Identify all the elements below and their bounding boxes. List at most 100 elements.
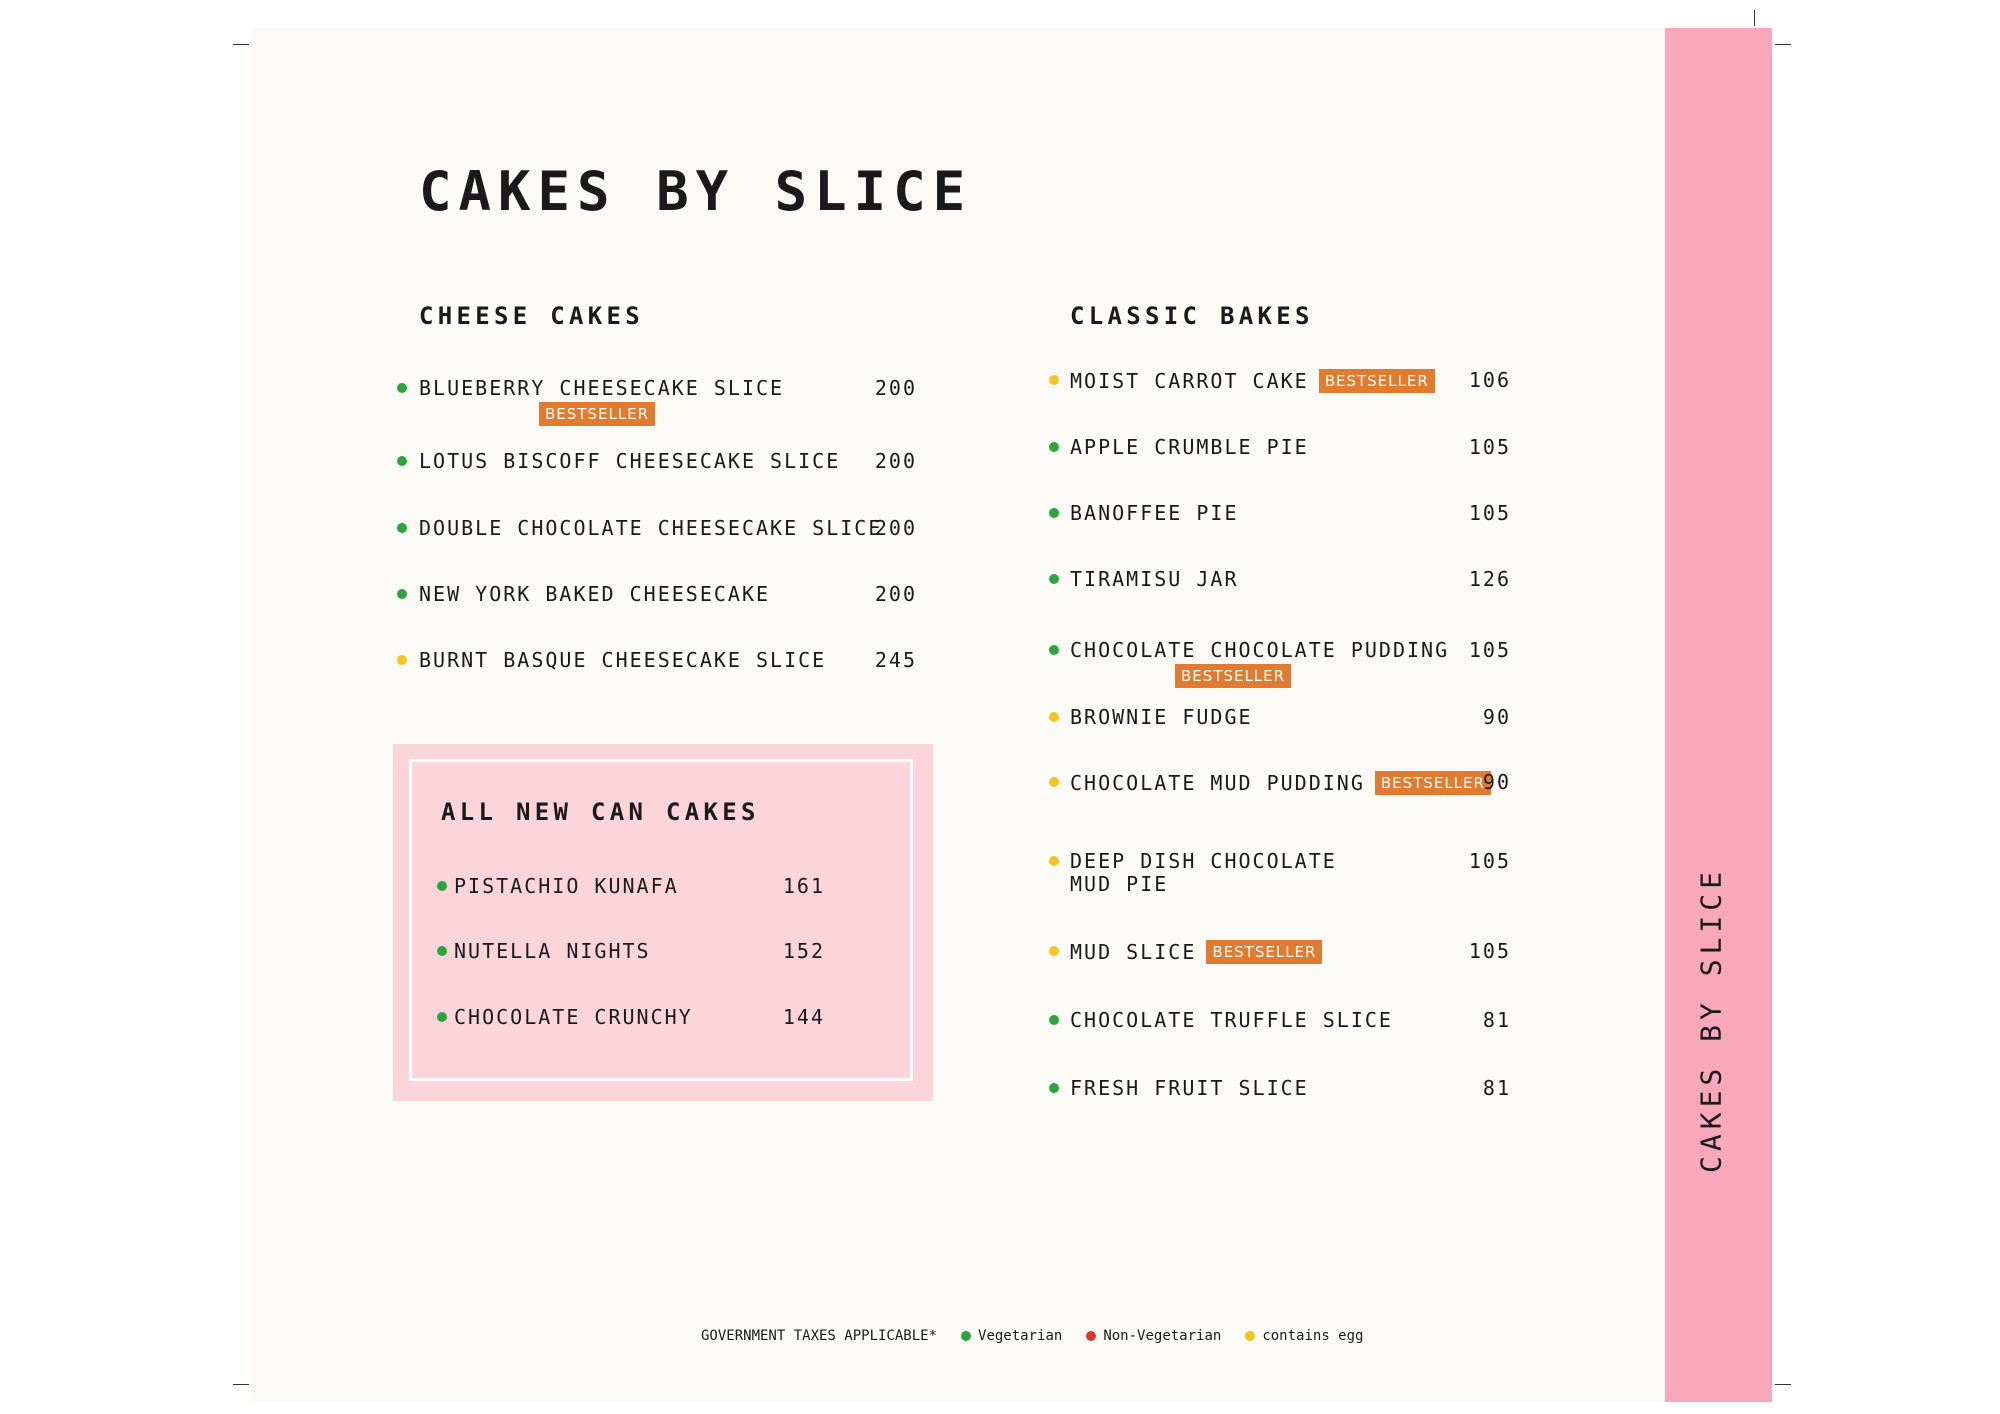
diet-dot [1049, 1083, 1059, 1093]
item-price: 105 [1468, 501, 1511, 525]
diet-dot [437, 1012, 447, 1022]
can-cakes-box [393, 744, 933, 1101]
item-row: NUTELLA NIGHTS [454, 940, 651, 963]
crop-mark [1775, 1384, 1791, 1385]
diet-dot [397, 589, 407, 599]
item-price: 245 [874, 648, 917, 672]
item-price: 105 [1468, 638, 1511, 662]
item-name: BROWNIE FUDGE [1070, 705, 1253, 729]
crop-mark [233, 44, 249, 45]
diet-dot [1049, 574, 1059, 584]
legend-label: Vegetarian [978, 1328, 1063, 1344]
item-row: MOIST CARROT CAKE BESTSELLER [1070, 369, 1435, 393]
item-price: 144 [782, 1005, 825, 1029]
item-name: LOTUS BISCOFF CHEESECAKE SLICE [419, 449, 841, 473]
crop-mark [1754, 10, 1755, 26]
section-heading: CLASSIC BAKES [1070, 302, 1314, 330]
diet-dot [397, 523, 407, 533]
item-row: TIRAMISU JAR [1070, 568, 1239, 591]
crop-mark [1775, 44, 1791, 45]
item-row: BURNT BASQUE CHEESECAKE SLICE [419, 649, 826, 672]
item-row: CHOCOLATE MUD PUDDING BESTSELLER [1070, 771, 1491, 795]
item-price: 161 [782, 874, 825, 898]
can-cakes-border [409, 759, 913, 1081]
diet-dot [437, 881, 447, 891]
item-row: APPLE CRUMBLE PIE [1070, 436, 1309, 459]
diet-dot [397, 456, 407, 466]
side-strip [1665, 28, 1772, 1402]
item-name: MUD SLICE [1070, 939, 1197, 964]
item-price: 105 [1468, 939, 1511, 963]
item-row: CHOCOLATE TRUFFLE SLICE [1070, 1009, 1393, 1032]
item-name: CHOCOLATE MUD PUDDING [1070, 770, 1365, 795]
item-row: NEW YORK BAKED CHEESECAKE [419, 583, 770, 606]
item-row: MUD SLICE BESTSELLER [1070, 939, 1323, 964]
legend-label: Non-Vegetarian [1103, 1328, 1222, 1344]
item-price: 200 [874, 449, 917, 473]
menu-title: CAKES BY SLICE [419, 160, 973, 223]
item-price: 200 [874, 582, 917, 606]
legend-dot [1245, 1331, 1256, 1341]
bestseller-badge: BESTSELLER [539, 402, 656, 426]
item-price: 126 [1468, 567, 1511, 591]
item-name: NEW YORK BAKED CHEESECAKE [419, 582, 771, 606]
diet-dot [1049, 856, 1059, 866]
section-heading: CHEESE CAKES [419, 302, 644, 330]
item-name: CHOCOLATE CRUNCHY [454, 1005, 693, 1029]
item-name: MOIST CARROT CAKE [1070, 368, 1309, 393]
menu-card [251, 28, 1665, 1402]
item-row: PISTACHIO KUNAFA [454, 875, 679, 898]
side-label: CAKES BY SLICE [1694, 866, 1728, 1173]
diet-dot [1049, 1015, 1059, 1025]
item-row: BANOFFEE PIE [1070, 502, 1239, 525]
item-price: 105 [1468, 849, 1511, 873]
item-row: LOTUS BISCOFF CHEESECAKE SLICE [419, 450, 840, 473]
diet-dot [1049, 645, 1059, 655]
item-name: BANOFFEE PIE [1070, 501, 1239, 525]
diet-dot [1049, 712, 1059, 722]
item-price: 105 [1468, 435, 1511, 459]
item-price: 81 [1482, 1008, 1511, 1032]
item-price: 200 [874, 376, 917, 400]
item-row: BROWNIE FUDGE [1070, 706, 1253, 729]
diet-dot [437, 946, 447, 956]
diet-dot [1049, 508, 1059, 518]
item-name: CHOCOLATE TRUFFLE SLICE [1070, 1008, 1393, 1032]
item-row: DOUBLE CHOCOLATE CHEESECAKE SLICE [419, 517, 882, 540]
item-name: DOUBLE CHOCOLATE CHEESECAKE SLICE [419, 516, 883, 540]
item-name: TIRAMISU JAR [1070, 567, 1239, 591]
item-name: BURNT BASQUE CHEESECAKE SLICE [419, 648, 827, 672]
item-price: 106 [1468, 368, 1511, 392]
item-name: PISTACHIO KUNAFA [454, 874, 679, 898]
item-name: FRESH FRUIT SLICE [1070, 1076, 1309, 1100]
legend-label: contains egg [1262, 1328, 1364, 1344]
item-name: NUTELLA NIGHTS [454, 939, 651, 963]
item-row: CHOCOLATE CRUNCHY [454, 1006, 693, 1029]
diet-dot [397, 383, 407, 393]
diet-dot [1049, 442, 1059, 452]
bestseller-badge: BESTSELLER [1175, 664, 1292, 688]
diet-dot [397, 655, 407, 665]
item-name: DEEP DISH CHOCOLATE MUD PIE [1070, 849, 1337, 896]
legend-dot [1086, 1331, 1097, 1341]
diet-dot [1049, 946, 1059, 956]
item-price: 200 [874, 516, 917, 540]
crop-mark [233, 1384, 249, 1385]
diet-dot [1049, 375, 1059, 385]
bestseller-badge: BESTSELLER [1206, 940, 1323, 964]
item-price: 90 [1482, 770, 1511, 794]
diet-dot [1049, 777, 1059, 787]
item-price: 90 [1482, 705, 1511, 729]
item-row: DEEP DISH CHOCOLATE MUD PIE [1070, 850, 1337, 896]
section-heading: ALL NEW CAN CAKES [441, 798, 760, 826]
bestseller-badge: BESTSELLER [1318, 369, 1435, 393]
bestseller-badge: BESTSELLER [1374, 771, 1491, 795]
item-price: 81 [1482, 1076, 1511, 1100]
item-row: CHOCOLATE CHOCOLATE PUDDING [1070, 639, 1449, 662]
item-name: CHOCOLATE CHOCOLATE PUDDING [1070, 638, 1450, 662]
footer: GOVERNMENT TAXES APPLICABLE* Vegetarian N… [701, 1328, 1363, 1344]
item-name: APPLE CRUMBLE PIE [1070, 435, 1309, 459]
item-price: 152 [782, 939, 825, 963]
item-row: FRESH FRUIT SLICE [1070, 1077, 1309, 1100]
